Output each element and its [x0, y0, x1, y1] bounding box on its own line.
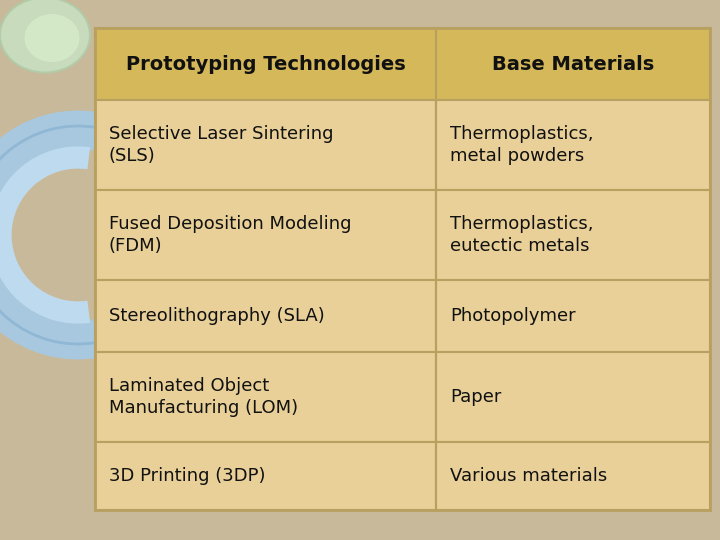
Bar	[436, 442, 710, 510]
Ellipse shape	[0, 0, 90, 72]
Bar	[95, 280, 436, 352]
Bar	[436, 352, 710, 442]
Text: Paper: Paper	[450, 388, 502, 406]
Text: Various materials: Various materials	[450, 467, 608, 485]
Bar	[95, 28, 710, 100]
Ellipse shape	[24, 14, 79, 62]
Bar	[95, 190, 436, 280]
Text: Thermoplastics,
metal powders: Thermoplastics, metal powders	[450, 125, 594, 165]
Bar	[436, 190, 710, 280]
Bar	[95, 352, 436, 442]
Bar	[95, 100, 436, 190]
Text: Thermoplastics,
eutectic metals: Thermoplastics, eutectic metals	[450, 214, 594, 255]
Text: Prototyping Technologies: Prototyping Technologies	[126, 55, 405, 73]
Bar	[436, 280, 710, 352]
Bar	[436, 100, 710, 190]
Text: 3D Printing (3DP): 3D Printing (3DP)	[109, 467, 266, 485]
Text: Stereolithography (SLA): Stereolithography (SLA)	[109, 307, 325, 325]
Text: Laminated Object
Manufacturing (LOM): Laminated Object Manufacturing (LOM)	[109, 376, 298, 417]
Text: Selective Laser Sintering
(SLS): Selective Laser Sintering (SLS)	[109, 125, 333, 165]
Bar	[95, 442, 436, 510]
Text: Base Materials: Base Materials	[492, 55, 654, 73]
Text: Photopolymer: Photopolymer	[450, 307, 576, 325]
Text: Fused Deposition Modeling
(FDM): Fused Deposition Modeling (FDM)	[109, 214, 351, 255]
Bar	[95, 28, 710, 510]
